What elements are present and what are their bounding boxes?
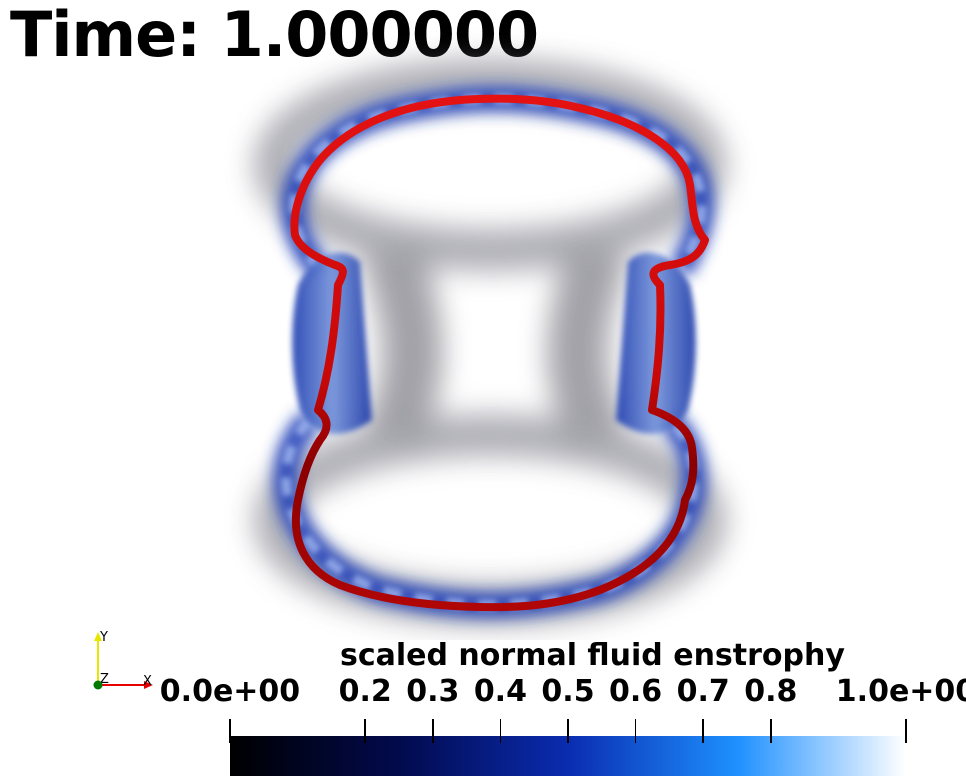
colorbar-tick xyxy=(432,719,434,743)
x-axis-arrow xyxy=(144,681,153,689)
y-axis-arrow xyxy=(94,632,102,641)
colorbar-tick-label: 0.6 xyxy=(609,674,663,709)
colorbar-tick-label: 0.8 xyxy=(744,674,798,709)
vortex-ring-line xyxy=(290,94,709,612)
colorbar-tick-label: 0.5 xyxy=(541,674,595,709)
vortex-visualization xyxy=(254,59,726,626)
y-axis-label: Y xyxy=(99,630,108,645)
colorbar-tick xyxy=(770,719,772,743)
colorbar-tick xyxy=(634,719,637,743)
colorbar-tick xyxy=(364,719,366,743)
x-axis-label: X xyxy=(143,674,152,689)
colorbar-tick-label: 0.0e+00 xyxy=(159,674,301,709)
colorbar-tick-label: 0.2 xyxy=(338,674,392,709)
z-axis-dot xyxy=(93,680,103,690)
colorbar-tick-label: 1.0e+00 xyxy=(835,674,966,709)
colorbar-tick-label: 0.4 xyxy=(473,674,527,709)
colorbar-tick-label: 0.7 xyxy=(676,674,730,709)
orientation-axes: Y X Z xyxy=(93,630,153,690)
colorbar: 0.0e+00 0.2 0.3 0.4 0.5 0.6 0.7 0.8 1.0e+00 xyxy=(160,672,966,784)
colorbar-tick xyxy=(702,719,704,743)
colorbar-tick xyxy=(499,719,502,743)
time-label: Time: 1.000000 xyxy=(10,0,539,71)
colorbar-tick xyxy=(905,719,907,743)
colorbar-title: scaled normal fluid enstrophy xyxy=(340,638,845,673)
colorbar-tick-label: 0.3 xyxy=(406,674,460,709)
colorbar-tick xyxy=(567,719,569,743)
z-axis-label: Z xyxy=(100,672,109,687)
colorbar-tick xyxy=(229,719,231,743)
